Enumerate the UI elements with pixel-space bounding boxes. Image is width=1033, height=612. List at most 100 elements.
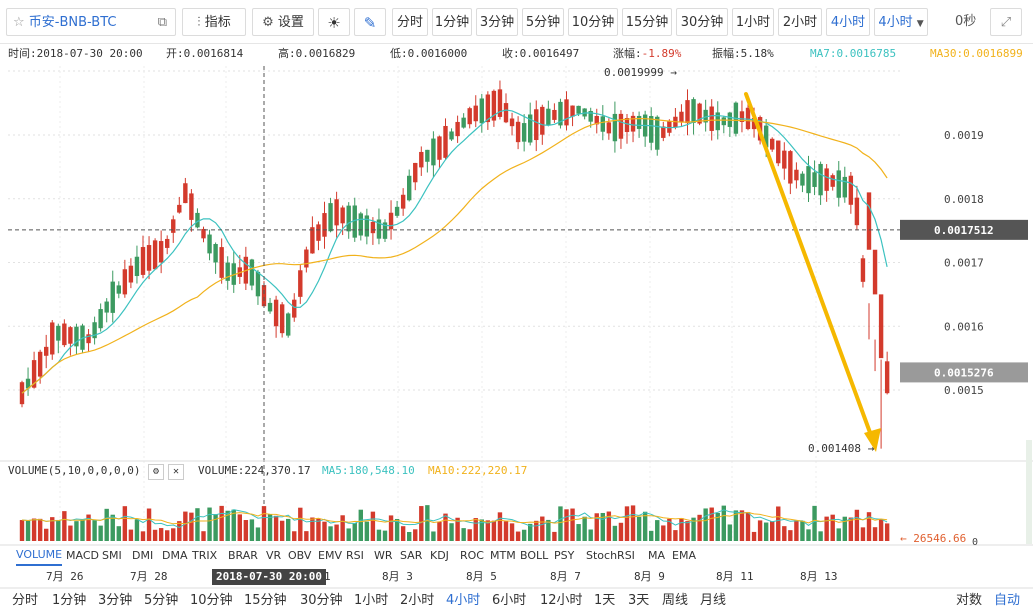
candle-body (455, 121, 460, 137)
candle-body (213, 244, 218, 263)
indicator-tab[interactable]: SMI (102, 549, 122, 562)
indicator-tab[interactable]: MTM (490, 549, 516, 562)
volume-bar (872, 527, 878, 541)
bottom-interval-tab[interactable]: 15分钟 (244, 593, 287, 608)
volume-bar (691, 517, 696, 541)
indicator-tab[interactable]: SAR (400, 549, 423, 562)
bottom-interval-tab[interactable]: 周线 (662, 593, 689, 608)
bottom-interval-tab[interactable]: 3分钟 (98, 593, 133, 608)
theme-toggle-button[interactable]: ☀ (318, 8, 350, 36)
volume-bar (134, 519, 140, 541)
bottom-interval-tab[interactable]: 6小时 (492, 593, 527, 608)
bottom-interval-tab[interactable]: 月线 (700, 593, 727, 608)
volume-bar (606, 511, 612, 541)
interval-tab[interactable]: 30分钟 (676, 8, 728, 36)
volume-bar (866, 512, 872, 541)
volume-bar (304, 531, 309, 541)
interval-tab[interactable]: 2小时 (778, 8, 822, 36)
indicators-button[interactable]: ⫶ 指标 (182, 8, 246, 36)
indicator-tab[interactable]: PSY (554, 549, 575, 562)
indicator-tab[interactable]: TRIX (192, 549, 218, 562)
candle-body (267, 302, 273, 312)
indicator-tab[interactable]: MA (648, 549, 666, 562)
interval-tab[interactable]: 5分钟 (522, 8, 564, 36)
bottom-interval-tab[interactable]: 5分钟 (144, 593, 179, 608)
fullscreen-button[interactable]: ⤢ (990, 8, 1022, 36)
volume-bar (443, 513, 448, 541)
interval-tab[interactable]: 4小时 (826, 8, 870, 36)
candle-body (273, 299, 279, 327)
interval-tab[interactable]: 3分钟 (476, 8, 518, 36)
log-scale-toggle[interactable]: 对数 (956, 593, 983, 608)
candle-body (104, 301, 109, 313)
bottom-interval-tab[interactable]: 1小时 (354, 593, 389, 608)
interval-tab[interactable]: 10分钟 (568, 8, 618, 36)
draw-tool-button[interactable]: ✎ (354, 8, 386, 36)
candle-body (370, 221, 376, 234)
candle-body (152, 240, 158, 270)
interval-tab[interactable]: 1分钟 (432, 8, 472, 36)
bottom-interval-tab[interactable]: 分时 (12, 593, 39, 608)
interval-tab[interactable]: 1小时 (732, 8, 774, 36)
indicator-tab[interactable]: VOLUME (16, 546, 63, 566)
indicator-tab[interactable]: BRAR (228, 549, 258, 562)
candle-body (842, 176, 847, 198)
bottom-interval-tab[interactable]: 1分钟 (52, 593, 87, 608)
volume-ma5-line (21, 509, 888, 529)
indicator-tab[interactable]: MACD (66, 549, 99, 562)
indicator-tab[interactable]: EMV (318, 549, 342, 562)
candle-body (709, 106, 714, 131)
bottom-interval-tab[interactable]: 10分钟 (190, 593, 233, 608)
volume-bar (727, 524, 733, 541)
indicator-tab[interactable]: RSI (346, 549, 364, 562)
star-icon[interactable]: ☆ (13, 15, 25, 30)
candle-body (201, 228, 206, 239)
indicator-tab[interactable]: OBV (288, 549, 312, 562)
candle-body (866, 192, 872, 250)
indicator-tab[interactable]: WR (374, 549, 393, 562)
candle-body (697, 103, 702, 124)
candle-body (334, 199, 339, 226)
indicator-tab[interactable]: DMI (132, 549, 154, 562)
candle-body (751, 118, 757, 130)
bottom-interval-tab[interactable]: 30分钟 (300, 593, 343, 608)
popout-icon[interactable]: ⧉ (157, 15, 167, 30)
volume-bar (86, 514, 91, 541)
indicator-tab[interactable]: StochRSI (586, 549, 635, 562)
volume-close-icon[interactable]: ✕ (168, 464, 184, 480)
interval-tab[interactable]: 15分钟 (622, 8, 672, 36)
candle-body (68, 327, 73, 344)
volume-bar (612, 525, 618, 541)
candle-body (782, 150, 787, 169)
symbol-selector[interactable]: ☆ 币安-BNB-BTC ⧉ (6, 8, 176, 36)
date-axis: 7月 26 7月 28 1 8月 3 8月 5 8月 7 8月 9 8月 11 8月 13 201… (0, 566, 1033, 588)
bottom-interval-tab[interactable]: 1天 (594, 593, 616, 608)
volume-bar (279, 520, 285, 541)
candle-body (546, 108, 551, 126)
auto-scale-toggle[interactable]: 自动 (994, 593, 1021, 608)
bottom-interval-tab[interactable]: 12小时 (540, 593, 583, 608)
bottom-interval-tab[interactable]: 4小时 (446, 593, 481, 608)
indicator-tab[interactable]: DMA (162, 549, 188, 562)
indicator-tab[interactable]: VR (266, 549, 282, 562)
candle-body (298, 270, 303, 297)
indicator-tab[interactable]: KDJ (430, 549, 449, 562)
interval-dropdown[interactable]: 4小时 ▼ (874, 8, 928, 36)
bottom-interval-tab[interactable]: 2小时 (400, 593, 435, 608)
interval-tab[interactable]: 分时 (392, 8, 428, 36)
indicator-tab[interactable]: ROC (460, 549, 484, 562)
volume-bar (431, 531, 436, 541)
bottom-interval-tab[interactable]: 3天 (628, 593, 650, 608)
info-time: 时间:2018-07-30 20:00 (8, 47, 143, 60)
candle-body (818, 163, 823, 196)
settings-button[interactable]: ⚙ 设置 (252, 8, 314, 36)
volume-bar (104, 508, 109, 541)
volume-settings-icon[interactable]: ⚙ (148, 464, 164, 480)
indicator-tab[interactable]: BOLL (520, 549, 549, 562)
indicator-tab[interactable]: EMA (672, 549, 696, 562)
volume-bar (116, 526, 121, 541)
candle-body (165, 238, 170, 248)
candle-body (437, 136, 442, 160)
volume-bar (419, 506, 424, 541)
